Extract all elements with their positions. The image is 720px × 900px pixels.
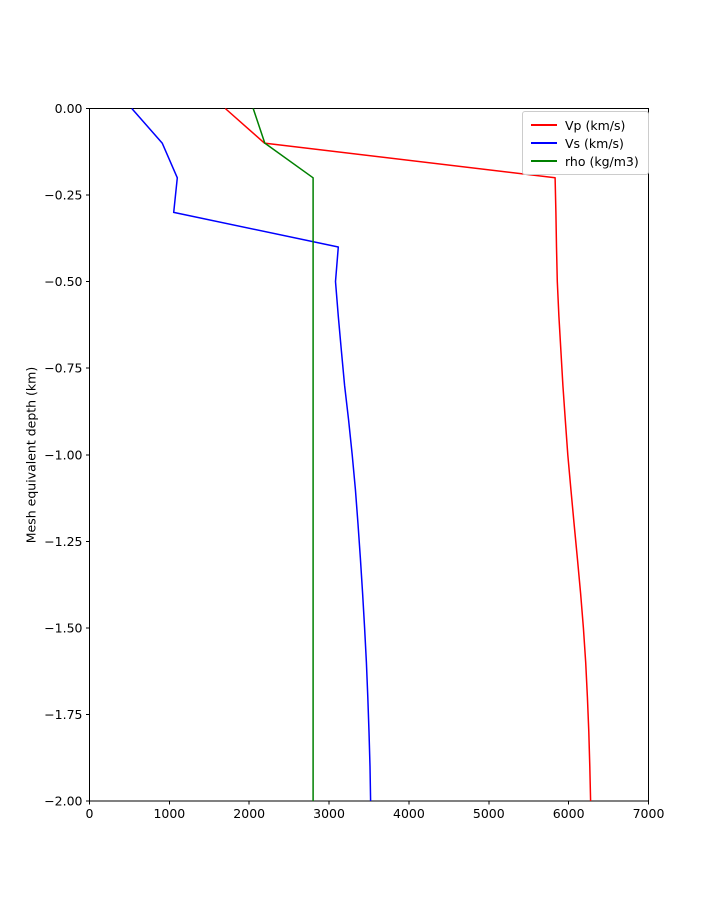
x-tick-label: 5000	[473, 806, 505, 821]
y-axis-ticks: 0.00 −0.25 −0.50 −0.75 −1.00 −1.25 −1.50 −1.75 −…	[44, 101, 90, 809]
y-tick-label: −1.50	[44, 620, 82, 635]
y-tick-label: −2.00	[44, 794, 82, 809]
x-tick-label: 0	[86, 806, 94, 821]
y-tick-label: −1.00	[44, 447, 82, 462]
legend-label: Vp (km/s)	[565, 117, 626, 133]
x-tick-label: 6000	[553, 806, 585, 821]
y-tick-label: −1.75	[44, 707, 82, 722]
legend-label: rho (kg/m3)	[565, 153, 639, 169]
series-line-rho	[252, 108, 314, 801]
y-tick-label: −1.25	[44, 534, 82, 549]
legend: Vp (km/s) Vs (km/s) rho (kg/m3)	[522, 111, 649, 175]
y-tick-label: −0.75	[44, 361, 82, 376]
legend-line-swatch	[531, 124, 557, 126]
legend-line-swatch	[531, 142, 557, 144]
y-tick-label: 0.00	[55, 101, 83, 116]
legend-line-swatch	[531, 160, 557, 162]
legend-entry: rho (kg/m3)	[531, 153, 639, 169]
y-tick-label: −0.25	[44, 188, 82, 203]
x-tick-label: 2000	[233, 806, 265, 821]
series-line-vp	[224, 107, 592, 802]
x-tick-label: 1000	[153, 806, 185, 821]
y-tick-label: −0.50	[44, 274, 82, 289]
x-axis-ticks: 0 1000 2000 3000 4000 5000 6000 7000	[86, 801, 665, 821]
x-tick-label: 4000	[393, 806, 425, 821]
legend-label: Vs (km/s)	[565, 135, 624, 151]
x-tick-label: 7000	[633, 806, 665, 821]
y-axis-label: Mesh equivalent depth (km)	[23, 366, 39, 544]
legend-entry: Vs (km/s)	[531, 135, 639, 151]
series-line-vs	[131, 108, 372, 802]
legend-entry: Vp (km/s)	[531, 117, 639, 133]
x-tick-label: 3000	[313, 806, 345, 821]
